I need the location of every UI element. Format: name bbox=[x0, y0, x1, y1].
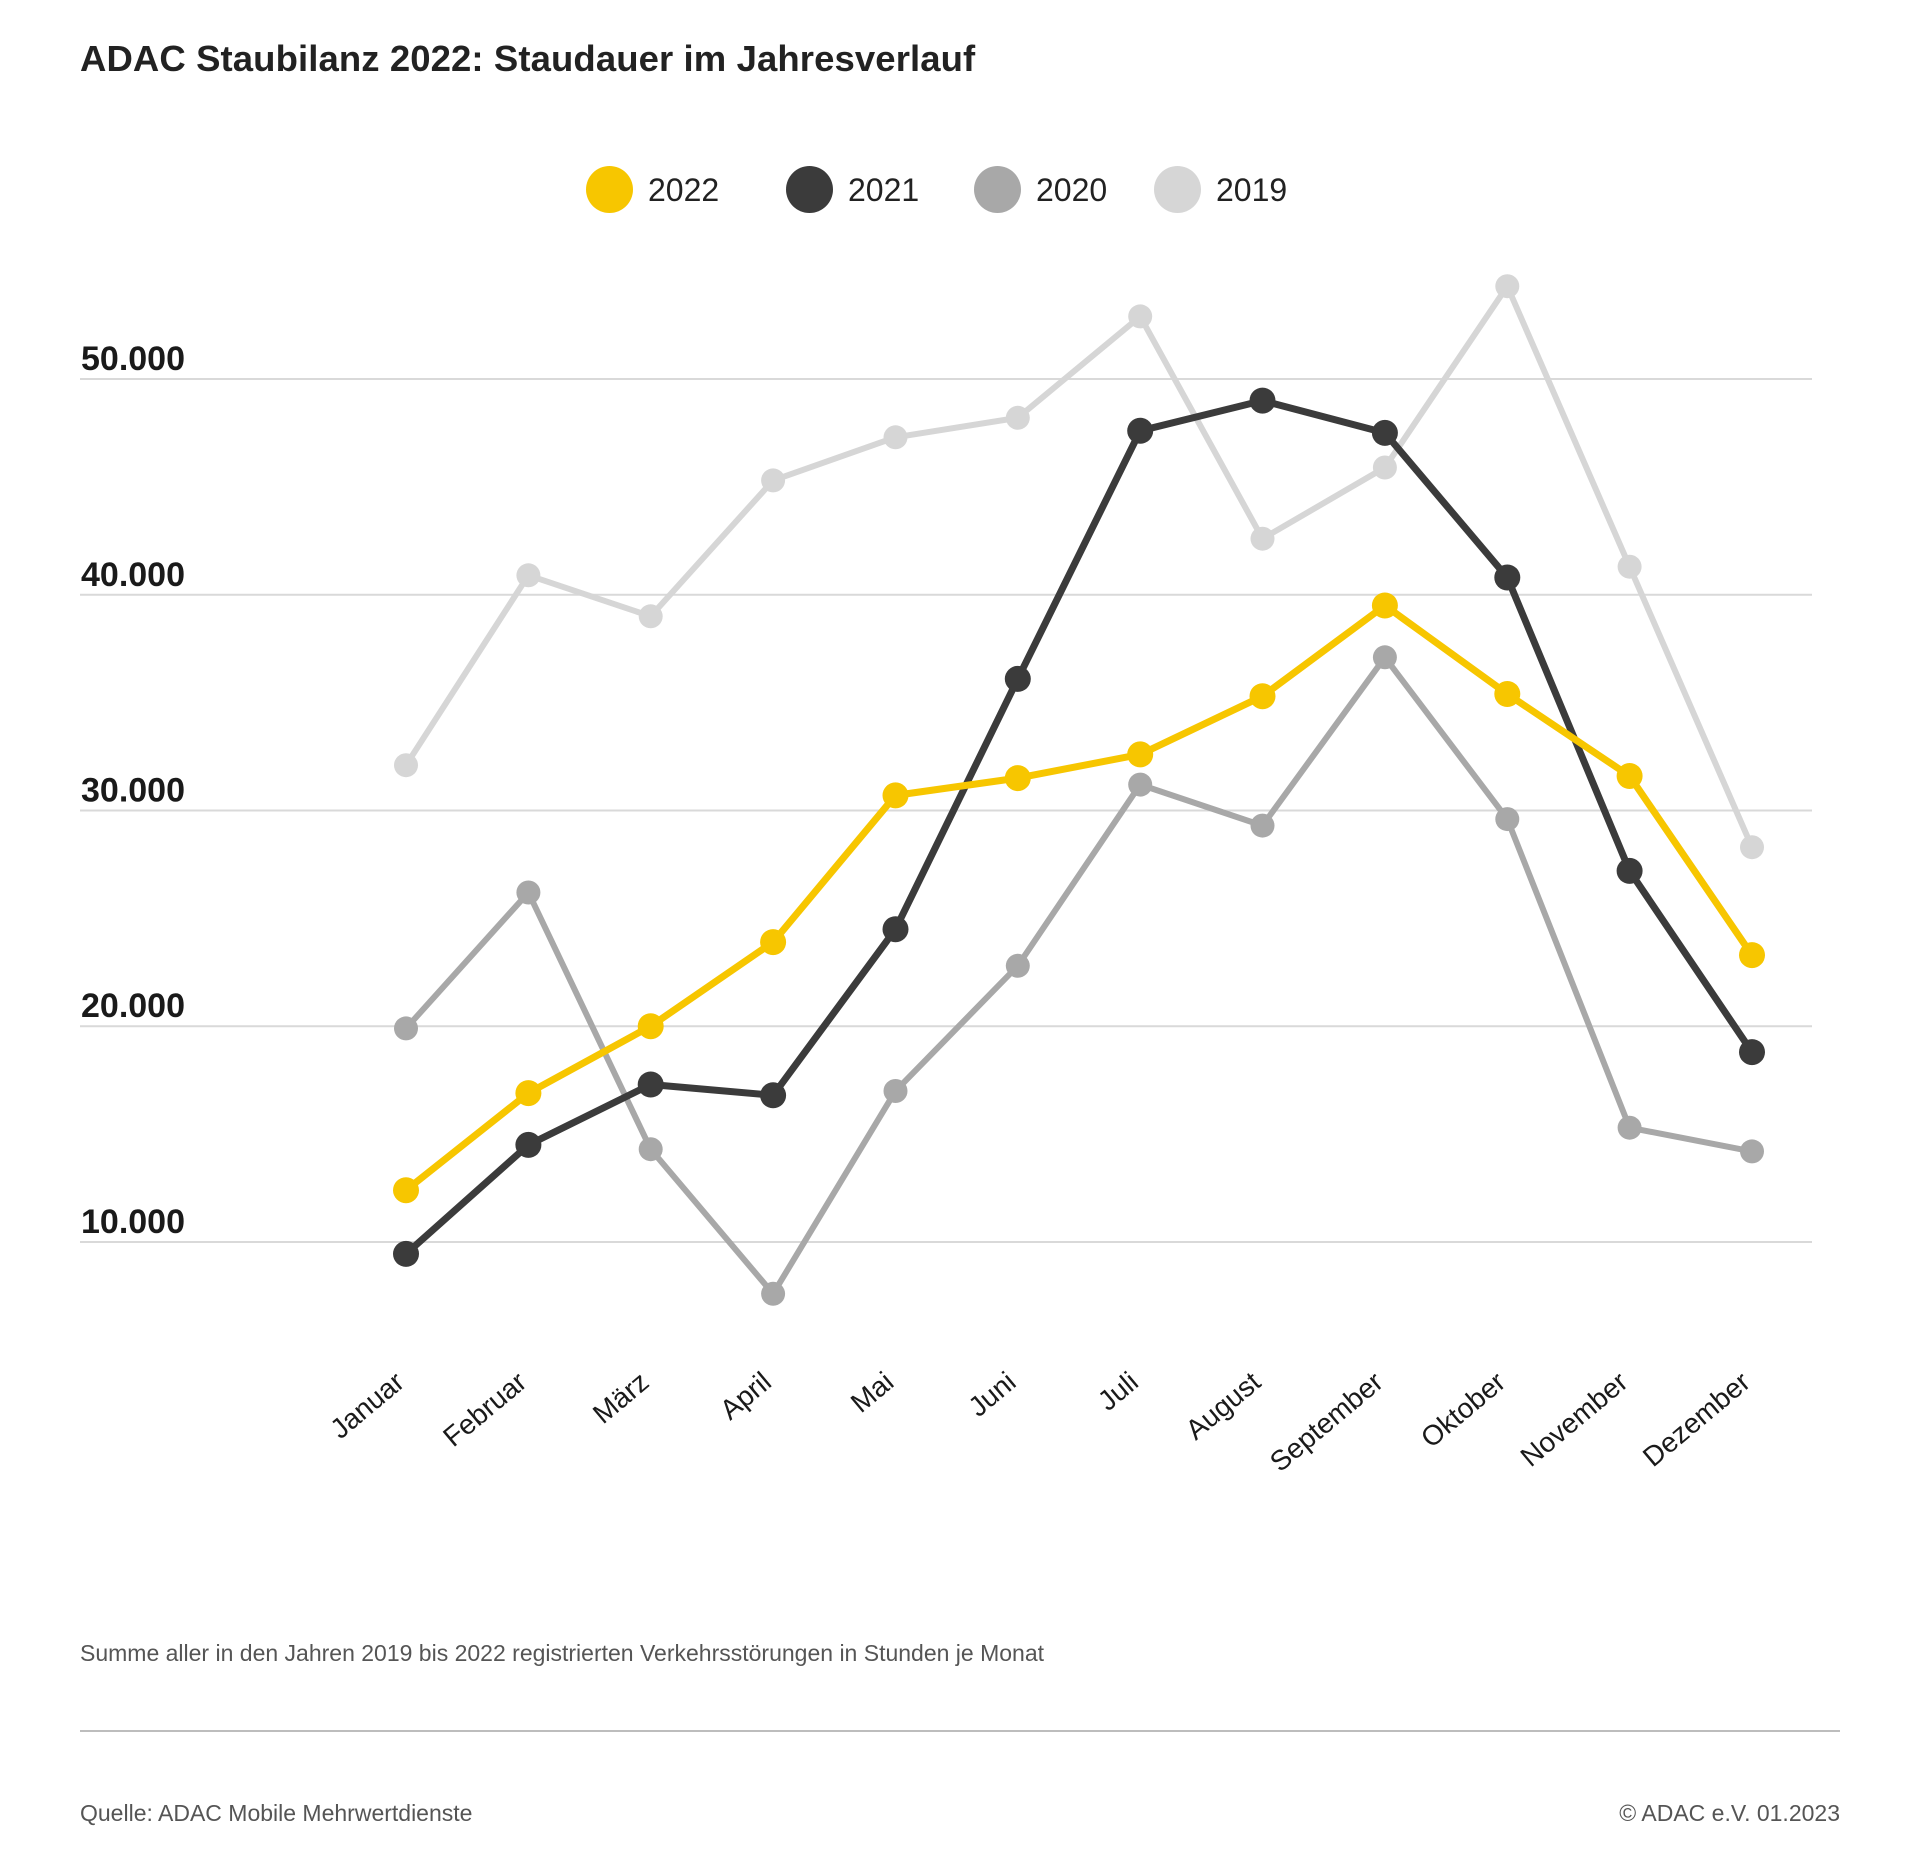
svg-text:20.000: 20.000 bbox=[81, 987, 185, 1025]
svg-text:Januar: Januar bbox=[324, 1366, 410, 1445]
svg-text:Dezember: Dezember bbox=[1637, 1366, 1756, 1473]
svg-text:Februar: Februar bbox=[437, 1366, 532, 1453]
svg-text:August: August bbox=[1180, 1366, 1267, 1446]
svg-text:Juni: Juni bbox=[962, 1366, 1021, 1423]
svg-text:November: November bbox=[1515, 1366, 1634, 1473]
svg-text:September: September bbox=[1264, 1366, 1389, 1478]
svg-text:Juli: Juli bbox=[1092, 1366, 1144, 1417]
svg-text:März: März bbox=[587, 1366, 655, 1430]
svg-text:April: April bbox=[714, 1366, 777, 1426]
svg-text:Oktober: Oktober bbox=[1415, 1366, 1511, 1454]
svg-text:30.000: 30.000 bbox=[81, 772, 185, 810]
svg-text:50.000: 50.000 bbox=[81, 340, 185, 378]
svg-text:Mai: Mai bbox=[845, 1366, 899, 1419]
svg-text:10.000: 10.000 bbox=[81, 1203, 185, 1241]
svg-text:40.000: 40.000 bbox=[81, 556, 185, 594]
